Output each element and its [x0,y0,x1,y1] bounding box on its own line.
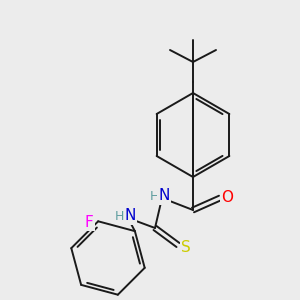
Text: N: N [124,208,136,224]
Text: S: S [181,239,191,254]
Text: O: O [221,190,233,206]
Text: H: H [149,190,159,202]
Text: F: F [85,215,94,230]
Text: N: N [158,188,170,203]
Text: H: H [114,209,124,223]
